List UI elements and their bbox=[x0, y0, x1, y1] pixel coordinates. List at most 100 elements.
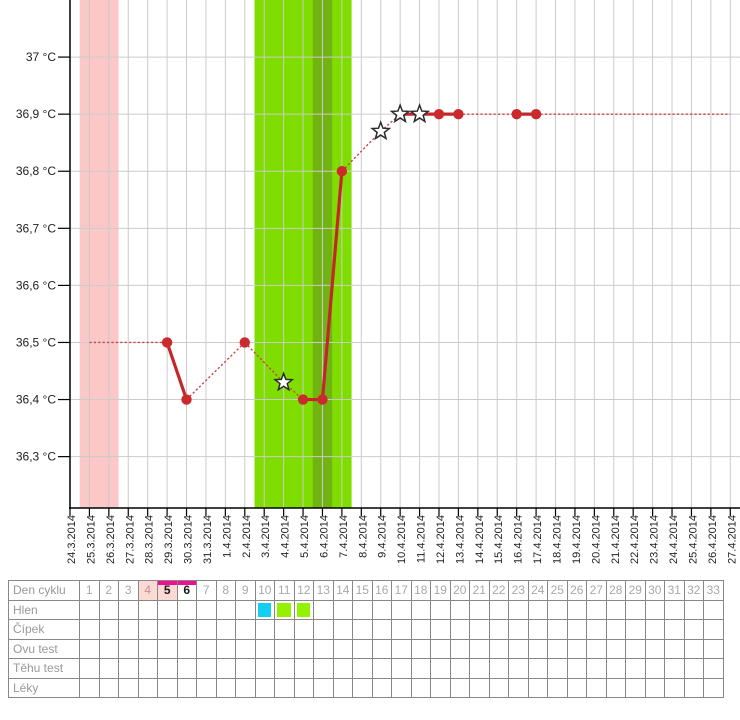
cipek-cell-day-28[interactable] bbox=[606, 620, 626, 640]
hlen-cell-day-14[interactable] bbox=[333, 600, 353, 620]
leky-cell-day-5[interactable] bbox=[158, 678, 178, 698]
tehu-test-cell-day-26[interactable] bbox=[567, 659, 587, 679]
tehu-test-cell-day-18[interactable] bbox=[411, 659, 431, 679]
cipek-cell-day-6[interactable] bbox=[177, 620, 197, 640]
tehu-test-cell-day-15[interactable] bbox=[353, 659, 373, 679]
hlen-cell-day-30[interactable] bbox=[645, 600, 665, 620]
ovu-test-cell-day-1[interactable] bbox=[80, 639, 100, 659]
cipek-cell-day-14[interactable] bbox=[333, 620, 353, 640]
ovu-test-cell-day-10[interactable] bbox=[255, 639, 275, 659]
ovu-test-cell-day-28[interactable] bbox=[606, 639, 626, 659]
ovu-test-cell-day-15[interactable] bbox=[353, 639, 373, 659]
ovu-test-cell-day-31[interactable] bbox=[665, 639, 685, 659]
cipek-cell-day-13[interactable] bbox=[314, 620, 334, 640]
tehu-test-cell-day-30[interactable] bbox=[645, 659, 665, 679]
tehu-test-cell-day-25[interactable] bbox=[548, 659, 568, 679]
leky-cell-day-15[interactable] bbox=[353, 678, 373, 698]
cipek-cell-day-10[interactable] bbox=[255, 620, 275, 640]
leky-cell-day-3[interactable] bbox=[119, 678, 139, 698]
tehu-test-cell-day-16[interactable] bbox=[372, 659, 392, 679]
ovu-test-cell-day-12[interactable] bbox=[294, 639, 314, 659]
tehu-test-cell-day-7[interactable] bbox=[197, 659, 217, 679]
ovu-test-cell-day-24[interactable] bbox=[528, 639, 548, 659]
leky-cell-day-8[interactable] bbox=[216, 678, 236, 698]
cipek-cell-day-5[interactable] bbox=[158, 620, 178, 640]
tehu-test-cell-day-23[interactable] bbox=[509, 659, 529, 679]
ovu-test-cell-day-27[interactable] bbox=[587, 639, 607, 659]
ovu-test-cell-day-17[interactable] bbox=[392, 639, 412, 659]
cipek-cell-day-32[interactable] bbox=[684, 620, 704, 640]
cipek-cell-day-21[interactable] bbox=[470, 620, 490, 640]
tehu-test-cell-day-31[interactable] bbox=[665, 659, 685, 679]
ovu-test-cell-day-30[interactable] bbox=[645, 639, 665, 659]
leky-cell-day-2[interactable] bbox=[99, 678, 119, 698]
hlen-cell-day-8[interactable] bbox=[216, 600, 236, 620]
tehu-test-cell-day-9[interactable] bbox=[236, 659, 256, 679]
tehu-test-cell-day-5[interactable] bbox=[158, 659, 178, 679]
leky-cell-day-12[interactable] bbox=[294, 678, 314, 698]
tehu-test-cell-day-29[interactable] bbox=[626, 659, 646, 679]
leky-cell-day-20[interactable] bbox=[450, 678, 470, 698]
hlen-cell-day-3[interactable] bbox=[119, 600, 139, 620]
ovu-test-cell-day-22[interactable] bbox=[489, 639, 509, 659]
cipek-cell-day-27[interactable] bbox=[587, 620, 607, 640]
leky-cell-day-6[interactable] bbox=[177, 678, 197, 698]
tehu-test-cell-day-32[interactable] bbox=[684, 659, 704, 679]
hlen-cell-day-27[interactable] bbox=[587, 600, 607, 620]
tehu-test-cell-day-13[interactable] bbox=[314, 659, 334, 679]
ovu-test-cell-day-9[interactable] bbox=[236, 639, 256, 659]
ovu-test-cell-day-2[interactable] bbox=[99, 639, 119, 659]
ovu-test-cell-day-13[interactable] bbox=[314, 639, 334, 659]
hlen-cell-day-6[interactable] bbox=[177, 600, 197, 620]
hlen-cell-day-11[interactable] bbox=[275, 600, 295, 620]
cipek-cell-day-3[interactable] bbox=[119, 620, 139, 640]
leky-cell-day-14[interactable] bbox=[333, 678, 353, 698]
leky-cell-day-9[interactable] bbox=[236, 678, 256, 698]
cipek-cell-day-30[interactable] bbox=[645, 620, 665, 640]
tehu-test-cell-day-2[interactable] bbox=[99, 659, 119, 679]
tehu-test-cell-day-12[interactable] bbox=[294, 659, 314, 679]
leky-cell-day-21[interactable] bbox=[470, 678, 490, 698]
hlen-cell-day-25[interactable] bbox=[548, 600, 568, 620]
ovu-test-cell-day-14[interactable] bbox=[333, 639, 353, 659]
hlen-cell-day-23[interactable] bbox=[509, 600, 529, 620]
tehu-test-cell-day-27[interactable] bbox=[587, 659, 607, 679]
leky-cell-day-31[interactable] bbox=[665, 678, 685, 698]
tehu-test-cell-day-17[interactable] bbox=[392, 659, 412, 679]
cipek-cell-day-4[interactable] bbox=[138, 620, 158, 640]
cipek-cell-day-26[interactable] bbox=[567, 620, 587, 640]
hlen-cell-day-29[interactable] bbox=[626, 600, 646, 620]
leky-cell-day-22[interactable] bbox=[489, 678, 509, 698]
tehu-test-cell-day-33[interactable] bbox=[704, 659, 724, 679]
leky-cell-day-25[interactable] bbox=[548, 678, 568, 698]
leky-cell-day-11[interactable] bbox=[275, 678, 295, 698]
tehu-test-cell-day-28[interactable] bbox=[606, 659, 626, 679]
cipek-cell-day-29[interactable] bbox=[626, 620, 646, 640]
hlen-cell-day-2[interactable] bbox=[99, 600, 119, 620]
leky-cell-day-26[interactable] bbox=[567, 678, 587, 698]
hlen-cell-day-15[interactable] bbox=[353, 600, 373, 620]
cipek-cell-day-19[interactable] bbox=[431, 620, 451, 640]
hlen-cell-day-32[interactable] bbox=[684, 600, 704, 620]
ovu-test-cell-day-5[interactable] bbox=[158, 639, 178, 659]
tehu-test-cell-day-6[interactable] bbox=[177, 659, 197, 679]
hlen-cell-day-20[interactable] bbox=[450, 600, 470, 620]
leky-cell-day-1[interactable] bbox=[80, 678, 100, 698]
leky-cell-day-33[interactable] bbox=[704, 678, 724, 698]
cipek-cell-day-25[interactable] bbox=[548, 620, 568, 640]
tehu-test-cell-day-24[interactable] bbox=[528, 659, 548, 679]
tehu-test-cell-day-1[interactable] bbox=[80, 659, 100, 679]
cipek-cell-day-12[interactable] bbox=[294, 620, 314, 640]
leky-cell-day-29[interactable] bbox=[626, 678, 646, 698]
hlen-cell-day-7[interactable] bbox=[197, 600, 217, 620]
ovu-test-cell-day-11[interactable] bbox=[275, 639, 295, 659]
hlen-cell-day-26[interactable] bbox=[567, 600, 587, 620]
hlen-cell-day-18[interactable] bbox=[411, 600, 431, 620]
leky-cell-day-30[interactable] bbox=[645, 678, 665, 698]
leky-cell-day-28[interactable] bbox=[606, 678, 626, 698]
leky-cell-day-7[interactable] bbox=[197, 678, 217, 698]
ovu-test-cell-day-21[interactable] bbox=[470, 639, 490, 659]
ovu-test-cell-day-25[interactable] bbox=[548, 639, 568, 659]
cipek-cell-day-17[interactable] bbox=[392, 620, 412, 640]
hlen-cell-day-24[interactable] bbox=[528, 600, 548, 620]
